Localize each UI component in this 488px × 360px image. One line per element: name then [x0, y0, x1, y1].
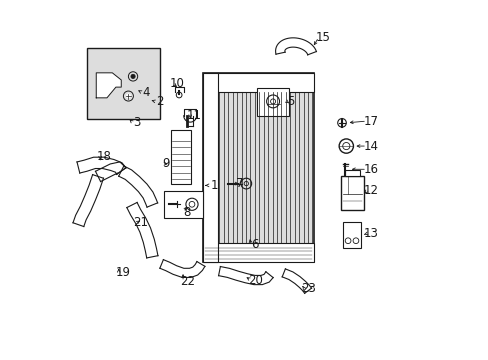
Bar — [170, 130, 191, 184]
Bar — [164, 191, 203, 217]
Bar — [86, 48, 160, 119]
Text: 4: 4 — [142, 86, 150, 99]
Text: 19: 19 — [115, 266, 130, 279]
Text: 6: 6 — [251, 238, 259, 251]
Text: 5: 5 — [286, 95, 294, 108]
Bar — [342, 222, 361, 248]
Circle shape — [131, 74, 135, 78]
Polygon shape — [96, 73, 121, 98]
Text: 13: 13 — [363, 227, 378, 240]
Text: 16: 16 — [363, 163, 378, 176]
Text: 9: 9 — [162, 157, 169, 170]
Text: 7: 7 — [236, 177, 243, 190]
Text: 23: 23 — [301, 283, 316, 296]
Bar — [345, 170, 359, 176]
Bar — [257, 88, 288, 116]
Text: 3: 3 — [133, 116, 141, 129]
Text: 12: 12 — [363, 184, 378, 197]
Text: 11: 11 — [186, 109, 202, 122]
Bar — [340, 176, 364, 210]
Text: 21: 21 — [133, 216, 148, 229]
Text: 8: 8 — [183, 206, 191, 219]
Text: 1: 1 — [210, 179, 218, 192]
Text: 18: 18 — [97, 150, 112, 163]
Text: 22: 22 — [180, 275, 194, 288]
Text: 2: 2 — [155, 95, 163, 108]
Text: 15: 15 — [315, 31, 330, 44]
Text: 17: 17 — [363, 114, 378, 127]
Text: 10: 10 — [169, 77, 184, 90]
Bar — [203, 243, 313, 262]
Text: 14: 14 — [363, 140, 378, 153]
Circle shape — [126, 94, 130, 98]
Bar — [203, 73, 313, 262]
Text: 20: 20 — [247, 274, 262, 287]
Bar — [203, 73, 313, 93]
Bar — [203, 73, 218, 262]
